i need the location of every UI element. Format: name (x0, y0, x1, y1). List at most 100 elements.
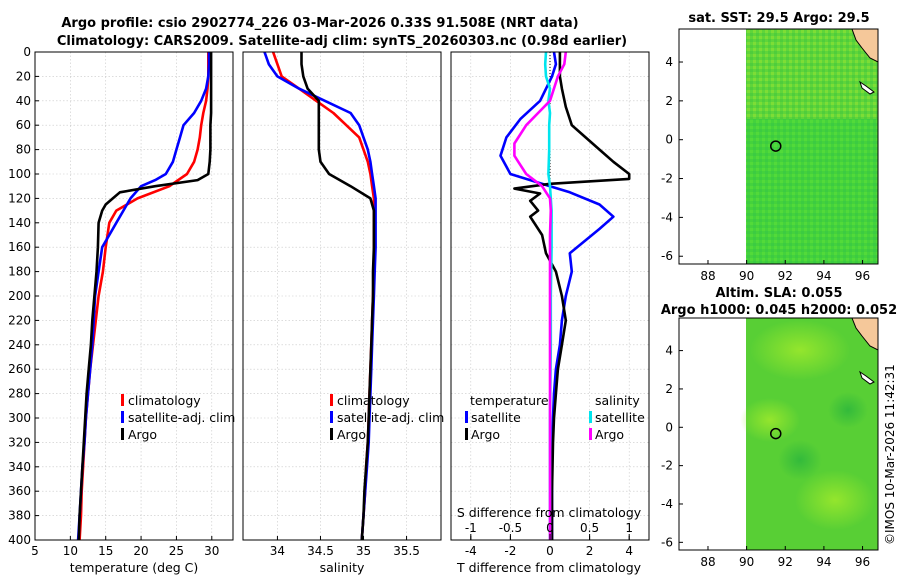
imos-timestamp: ©IMOS 10-Mar-2026 11:42:31 (883, 364, 897, 545)
map-x-tick-label: 96 (855, 555, 870, 569)
top-x-tick-label: 0 (546, 521, 554, 535)
series-t-satellite (499, 52, 615, 540)
top-x-tick-label: 1 (625, 521, 633, 535)
map-x-tick-label: 94 (816, 269, 831, 283)
legend-s-satellite-swatch (589, 411, 592, 423)
legend-s-satellite-label: satellite (595, 410, 645, 425)
y-tick-label: 120 (8, 191, 31, 205)
x-tick-label: 5 (31, 544, 39, 558)
legend-t-argo-label: Argo (471, 427, 500, 442)
map-y-tick-label: -2 (661, 172, 673, 186)
temperature-legend: climatology satellite-adj. clim Argo (121, 393, 235, 442)
legend-argo-label: Argo (128, 427, 157, 442)
x-tick-label: 25 (169, 544, 184, 558)
legend-t-argo-swatch (465, 428, 468, 440)
salinity-frame (242, 51, 442, 541)
salinity-xlabel: salinity (320, 560, 365, 575)
x-tick-label: 34.5 (307, 544, 334, 558)
legend-climatology-swatch (330, 394, 333, 406)
map-y-tick-label: -6 (661, 535, 673, 549)
y-tick-label: 320 (8, 435, 31, 449)
map-x-tick-label: 88 (700, 555, 715, 569)
y-tick-label: 400 (8, 533, 31, 547)
map-y-tick-label: -2 (661, 459, 673, 473)
map-y-tick-label: 0 (665, 133, 673, 147)
sst-map: sat. SST: 29.5 Argo: 29.5 4 2 0 -2 -4 -6 88 90… (661, 11, 879, 283)
map-y-tick-label: 0 (665, 420, 673, 434)
legend-s-argo-swatch (589, 428, 592, 440)
figure-title-line1: Argo profile: csio 2902774_226 03-Mar-20… (61, 16, 578, 31)
x-tick-label: 35.5 (393, 544, 420, 558)
y-tick-label: 0 (23, 45, 31, 59)
top-x-tick-label: -1 (465, 521, 477, 535)
y-tick-label: 220 (8, 313, 31, 327)
sla-high-patch (740, 398, 800, 442)
sst-island (859, 80, 875, 95)
map-x-tick-label: 94 (816, 555, 831, 569)
map-y-tick-label: -4 (661, 210, 673, 224)
legend-climatology-label: climatology (337, 393, 410, 408)
x-tick-label: 35 (356, 544, 371, 558)
y-tick-label: 160 (8, 240, 31, 254)
y-tick-label: 180 (8, 265, 31, 279)
salinity-legend: climatology satellite-adj. clim Argo (330, 393, 444, 442)
map-x-tick-label: 90 (739, 555, 754, 569)
sst-argo-marker (770, 140, 782, 152)
map-x-tick-label: 90 (739, 269, 754, 283)
legend-argo-swatch (121, 428, 124, 440)
series-argo (300, 52, 376, 540)
y-tick-label: 360 (8, 484, 31, 498)
legend-satellite-label: satellite-adj. clim (337, 410, 444, 425)
legend-t-satellite-swatch (465, 411, 468, 423)
sla-map-title-line1: Altim. SLA: 0.055 (716, 286, 843, 301)
difference-panel: -4 -2 0 2 4 -1 -0.5 0 0.5 1 S difference from cl… (450, 51, 650, 575)
y-tick-label: 100 (8, 167, 31, 181)
map-x-tick-label: 88 (700, 269, 715, 283)
sla-high-patch (750, 320, 850, 380)
map-x-tick-label: 92 (778, 555, 793, 569)
top-x-tick-label: 0.5 (580, 521, 599, 535)
y-tick-label: 260 (8, 362, 31, 376)
legend-satellite-swatch (121, 411, 124, 423)
x-tick-label: 0 (546, 544, 554, 558)
x-tick-label: 34 (270, 544, 285, 558)
y-tick-label: 240 (8, 338, 31, 352)
sla-argo-marker (770, 427, 782, 440)
sla-map-title-line2: Argo h1000: 0.045 h2000: 0.052 (661, 303, 897, 318)
x-tick-label: 30 (204, 544, 219, 558)
series-t-argo (513, 52, 631, 540)
y-tick-label: 200 (8, 289, 31, 303)
legend-salinity-title: salinity (595, 393, 640, 408)
series-argo (77, 52, 213, 540)
y-tick-label: 80 (16, 143, 31, 157)
y-tick-label: 140 (8, 216, 31, 230)
sst-map-frame (678, 28, 879, 265)
difference-xlabel: T difference from climatology (456, 560, 642, 575)
x-tick-label: 10 (63, 544, 78, 558)
legend-argo-swatch (330, 428, 333, 440)
legend-temperature-title: temperature (470, 393, 549, 408)
map-y-tick-label: 2 (665, 382, 673, 396)
series-s-argo (513, 52, 568, 540)
legend-climatology-label: climatology (128, 393, 201, 408)
legend-climatology-swatch (121, 394, 124, 406)
salinity-panel: 34 34.5 35 35.5 salinity climatology satell… (242, 51, 444, 575)
x-tick-label: 4 (625, 544, 633, 558)
sst-field-warm (746, 29, 878, 119)
y-tick-label: 340 (8, 460, 31, 474)
legend-argo-label: Argo (337, 427, 366, 442)
y-tick-label: 280 (8, 387, 31, 401)
map-y-tick-label: 4 (665, 55, 673, 69)
figure-title-line2: Climatology: CARS2009. Satellite-adj cli… (57, 34, 627, 49)
legend-satellite-swatch (330, 411, 333, 423)
sst-map-title: sat. SST: 29.5 Argo: 29.5 (688, 11, 869, 26)
map-y-tick-label: -4 (661, 497, 673, 511)
map-x-tick-label: 92 (778, 269, 793, 283)
sla-low-patch (778, 440, 822, 480)
map-y-tick-label: 4 (665, 344, 673, 358)
map-y-tick-label: 2 (665, 94, 673, 108)
y-tick-label: 300 (8, 411, 31, 425)
sla-high-patch (795, 470, 875, 530)
y-tick-label: 380 (8, 509, 31, 523)
